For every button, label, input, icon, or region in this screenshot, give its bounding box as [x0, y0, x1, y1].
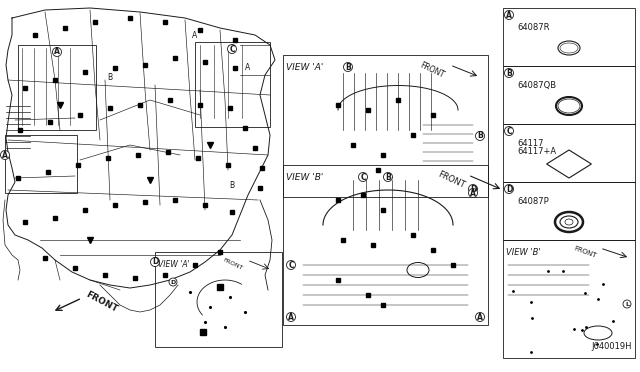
Text: VIEW 'A': VIEW 'A' [286, 63, 323, 72]
Text: D: D [506, 185, 512, 193]
Bar [155, 252, 282, 347]
Text: 64087QB: 64087QB [517, 81, 556, 90]
Text: C: C [360, 173, 366, 182]
Circle shape [287, 260, 296, 269]
Text: D: D [170, 279, 175, 285]
Bar [283, 165, 488, 325]
Text: A: A [193, 31, 198, 39]
Circle shape [504, 10, 513, 19]
Text: FRONT: FRONT [84, 290, 119, 314]
Circle shape [504, 126, 513, 135]
Text: VIEW 'B': VIEW 'B' [506, 248, 541, 257]
Bar [195, 42, 270, 127]
Circle shape [287, 312, 296, 321]
Text: A: A [506, 10, 512, 19]
Circle shape [52, 48, 61, 57]
Text: 64117: 64117 [517, 139, 543, 148]
Bar [503, 124, 635, 182]
Circle shape [169, 278, 177, 286]
Text: D: D [470, 185, 476, 193]
Text: B: B [345, 62, 351, 71]
Text: C: C [506, 126, 512, 135]
Circle shape [344, 62, 353, 71]
Circle shape [504, 185, 513, 193]
Text: B: B [108, 74, 113, 83]
Bar [503, 182, 635, 240]
Bar [283, 55, 488, 197]
Circle shape [468, 189, 477, 198]
Text: FRONT: FRONT [573, 245, 597, 259]
Circle shape [383, 173, 392, 182]
Circle shape [1, 151, 10, 160]
Circle shape [468, 185, 477, 193]
Bar [503, 8, 635, 66]
Circle shape [150, 257, 159, 266]
Text: J640019H: J640019H [591, 342, 632, 351]
Circle shape [476, 312, 484, 321]
Text: A: A [2, 151, 8, 160]
Circle shape [227, 45, 237, 54]
Circle shape [476, 131, 484, 141]
Bar [5, 135, 77, 193]
Text: A: A [54, 48, 60, 57]
Text: FRONT: FRONT [419, 60, 446, 80]
Text: A: A [245, 64, 251, 73]
Text: C: C [288, 260, 294, 269]
Text: 64117+A: 64117+A [517, 147, 556, 156]
Text: VIEW 'B': VIEW 'B' [286, 173, 323, 182]
Bar [503, 240, 635, 358]
Text: B: B [506, 68, 512, 77]
Text: B: B [229, 180, 235, 189]
Text: C: C [229, 45, 235, 54]
Text: D: D [152, 257, 158, 266]
Text: FRONT: FRONT [436, 170, 466, 190]
Circle shape [623, 300, 631, 308]
Text: A: A [470, 189, 476, 198]
Circle shape [504, 68, 513, 77]
Text: L: L [625, 301, 629, 307]
Circle shape [358, 173, 367, 182]
Text: B: B [477, 131, 483, 141]
Text: B: B [385, 173, 391, 182]
Text: FRONT: FRONT [223, 257, 244, 271]
Text: A: A [288, 312, 294, 321]
Text: A: A [477, 312, 483, 321]
Text: 64087R: 64087R [517, 23, 550, 32]
Bar [18, 45, 96, 130]
Text: VIEW 'A': VIEW 'A' [158, 260, 189, 269]
Bar [503, 66, 635, 124]
Text: 64087P: 64087P [517, 197, 548, 206]
